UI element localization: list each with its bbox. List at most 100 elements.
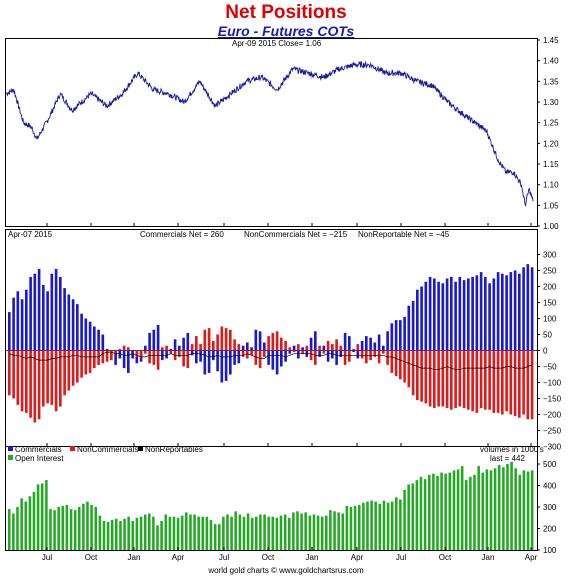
commercials-bar xyxy=(156,324,160,351)
open-interest-bar xyxy=(440,472,443,550)
commercials-bar xyxy=(488,283,491,351)
noncommercials-bar xyxy=(441,350,445,407)
commercials-bar xyxy=(369,337,372,351)
open-interest-bar xyxy=(497,465,501,550)
noncommercials-bar xyxy=(479,350,483,409)
commercials-bar xyxy=(12,297,15,351)
open-interest-bar xyxy=(127,516,130,550)
oi-y-tick-label: 400 xyxy=(543,482,557,491)
noncommercials-bar xyxy=(241,350,245,357)
noncommercials-bar xyxy=(518,350,521,418)
noncommercials-bar xyxy=(190,344,194,351)
noncommercials-bar xyxy=(292,350,296,353)
open-interest-bar xyxy=(226,514,229,550)
legend-swatch-noncommercials xyxy=(70,446,75,451)
commercials-bar xyxy=(237,350,241,364)
commercials-bar xyxy=(360,340,364,351)
noncommercials-bar xyxy=(37,350,41,420)
noncommercials-bar xyxy=(105,350,109,362)
noncommercials-bar xyxy=(12,350,15,399)
commercials-bar xyxy=(403,316,406,351)
legend-commercials: Commercials xyxy=(15,445,62,454)
net-header-date: Apr-07 2015 xyxy=(8,230,53,239)
noncommercials-bar xyxy=(356,344,360,351)
noncommercials-bar xyxy=(284,340,287,351)
open-interest-bar xyxy=(288,517,291,551)
commercials-bar xyxy=(148,332,151,351)
open-interest-bar xyxy=(403,489,406,550)
commercials-bar xyxy=(105,348,109,351)
commercials-bar xyxy=(224,350,228,381)
noncommercials-bar xyxy=(165,345,168,351)
noncommercials-bar xyxy=(122,345,126,351)
commercials-bar xyxy=(509,272,513,351)
noncommercials-bar xyxy=(318,345,321,351)
open-interest-bar xyxy=(481,472,485,550)
open-interest-bar xyxy=(49,509,52,550)
price-y-tick-label: 1.25 xyxy=(543,119,559,128)
legend-swatch-open-interest xyxy=(8,455,13,460)
open-interest-bar xyxy=(362,502,365,550)
net-header-commercials: Commercials Net = 260 xyxy=(140,230,224,239)
open-interest-bar xyxy=(526,471,530,550)
commercials-bar xyxy=(309,337,313,351)
commercials-bar xyxy=(271,350,275,370)
commercials-bar xyxy=(254,329,258,351)
noncommercials-bar xyxy=(93,350,96,369)
open-interest-bar xyxy=(271,516,275,550)
noncommercials-bar xyxy=(148,350,151,364)
commercials-bar xyxy=(356,350,360,359)
open-interest-bar xyxy=(390,501,394,550)
noncommercials-bar xyxy=(20,350,24,412)
noncommercials-bar xyxy=(88,350,92,373)
commercials-bar xyxy=(233,350,236,365)
noncommercials-bar xyxy=(484,350,487,410)
commercials-bar xyxy=(169,348,173,351)
noncommercials-bar xyxy=(42,350,45,407)
open-interest-bar xyxy=(172,516,176,550)
commercials-bar xyxy=(246,342,249,351)
commercials-bar xyxy=(33,273,37,351)
noncommercials-bar xyxy=(50,350,54,405)
open-interest-bar xyxy=(465,480,468,550)
commercials-bar xyxy=(97,329,100,351)
noncommercials-bar xyxy=(467,350,470,410)
noncommercials-bar xyxy=(445,350,449,409)
commercials-bar xyxy=(475,275,479,351)
noncommercials-bar xyxy=(339,345,343,351)
noncommercials-bar xyxy=(407,350,411,388)
x-tick-label: Apr xyxy=(351,553,364,562)
noncommercials-bar xyxy=(33,350,37,423)
open-interest-bar xyxy=(242,516,246,550)
commercials-bar xyxy=(127,350,130,373)
open-interest-bar xyxy=(32,491,36,550)
open-interest-bar xyxy=(106,522,110,550)
commercials-bar xyxy=(93,326,96,351)
noncommercials-bar xyxy=(433,350,436,409)
noncommercials-bar xyxy=(458,350,462,407)
noncommercials-bar xyxy=(501,350,504,415)
commercials-bar xyxy=(20,299,24,351)
commercials-bar xyxy=(505,275,508,351)
commercials-bar xyxy=(229,350,232,375)
x-tick-label: Jan xyxy=(128,553,141,562)
noncommercials-bar xyxy=(59,350,62,407)
open-interest-bar xyxy=(168,516,172,550)
footer-credit: world gold charts © www.goldchartsrus.co… xyxy=(207,566,364,575)
noncommercials-bar xyxy=(114,350,117,354)
open-interest-bar xyxy=(263,514,266,550)
oi-y-tick-label: 500 xyxy=(543,460,557,469)
open-interest-bar xyxy=(329,510,332,550)
open-interest-bar xyxy=(353,505,357,550)
open-interest-bar xyxy=(485,469,489,550)
open-interest-bar xyxy=(279,515,283,550)
noncommercials-bar xyxy=(386,350,389,365)
commercials-bar xyxy=(326,350,330,362)
commercials-bar xyxy=(484,276,487,351)
noncommercials-bar xyxy=(46,350,49,404)
noncommercials-bar xyxy=(161,347,164,351)
open-interest-bar xyxy=(139,516,143,550)
open-interest-bar xyxy=(415,480,419,550)
x-tick-label: Jan xyxy=(482,553,495,562)
open-interest-bar xyxy=(432,473,435,550)
